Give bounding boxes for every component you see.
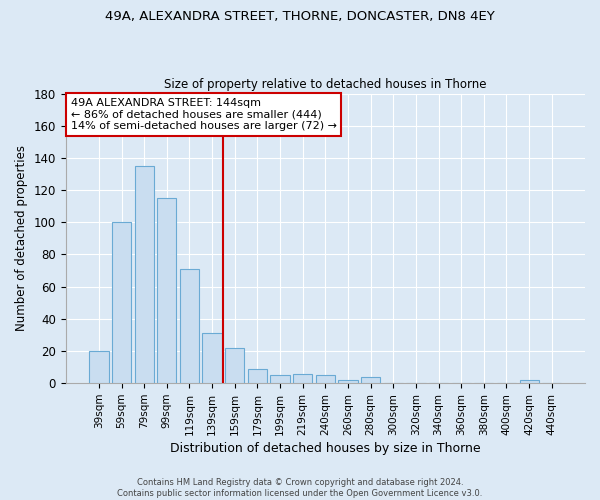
Bar bbox=[520, 380, 539, 383]
Bar bbox=[180, 269, 199, 383]
Bar bbox=[202, 334, 222, 383]
Bar bbox=[293, 374, 313, 383]
Text: 49A ALEXANDRA STREET: 144sqm
← 86% of detached houses are smaller (444)
14% of s: 49A ALEXANDRA STREET: 144sqm ← 86% of de… bbox=[71, 98, 337, 131]
Text: 49A, ALEXANDRA STREET, THORNE, DONCASTER, DN8 4EY: 49A, ALEXANDRA STREET, THORNE, DONCASTER… bbox=[105, 10, 495, 23]
Bar bbox=[89, 351, 109, 383]
Bar bbox=[248, 368, 267, 383]
Bar bbox=[316, 375, 335, 383]
Bar bbox=[271, 375, 290, 383]
Bar bbox=[338, 380, 358, 383]
Bar bbox=[157, 198, 176, 383]
Title: Size of property relative to detached houses in Thorne: Size of property relative to detached ho… bbox=[164, 78, 487, 91]
Y-axis label: Number of detached properties: Number of detached properties bbox=[15, 146, 28, 332]
Bar bbox=[361, 377, 380, 383]
X-axis label: Distribution of detached houses by size in Thorne: Distribution of detached houses by size … bbox=[170, 442, 481, 455]
Bar bbox=[134, 166, 154, 383]
Text: Contains HM Land Registry data © Crown copyright and database right 2024.
Contai: Contains HM Land Registry data © Crown c… bbox=[118, 478, 482, 498]
Bar bbox=[225, 348, 244, 383]
Bar bbox=[112, 222, 131, 383]
